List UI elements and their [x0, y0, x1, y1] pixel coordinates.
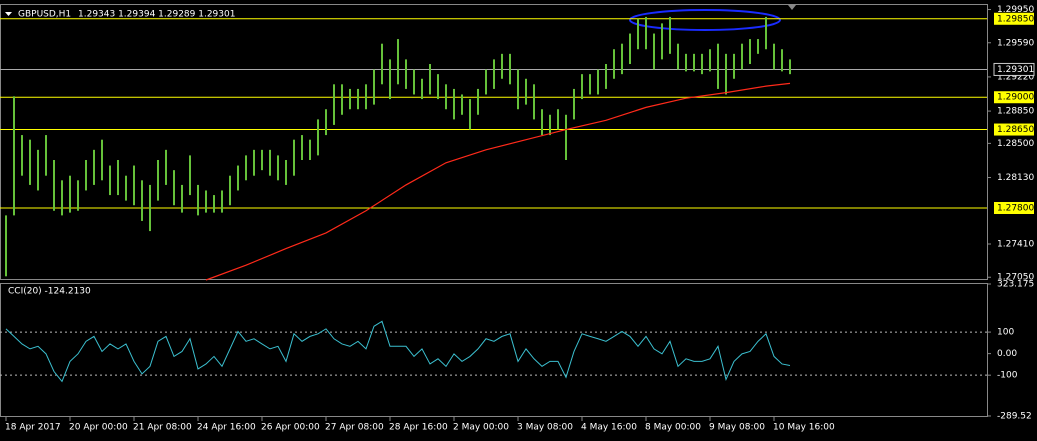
x-tick-label: 24 Apr 16:00	[197, 423, 256, 433]
current-price-bg	[993, 62, 1035, 76]
y-tick-label: 1.27410	[997, 240, 1034, 250]
y-tick-label: 1.27050	[997, 273, 1034, 283]
level-label: 1.27800	[997, 204, 1034, 214]
level-label: 1.29000	[997, 93, 1034, 103]
x-tick-label: 27 Apr 08:00	[325, 423, 384, 433]
shift-marker	[788, 5, 796, 10]
y-tick-label: -100	[997, 371, 1018, 381]
x-tick-label: 26 Apr 00:00	[261, 423, 320, 433]
x-tick-label: 21 Apr 08:00	[133, 423, 192, 433]
level-label: 1.28650	[997, 125, 1034, 135]
level-label-bg	[994, 91, 1034, 104]
cci-line	[5, 320, 791, 383]
y-tick-label: 1.29590	[997, 38, 1034, 48]
level-label-bg	[994, 202, 1034, 214]
symbol-title: GBPUSD,H1	[18, 10, 71, 20]
x-tick-label: 4 May 16:00	[581, 423, 637, 433]
y-tick-label: -289.52	[997, 412, 1032, 422]
y-tick-label: 1.28130	[997, 173, 1034, 183]
level-label-bg	[994, 123, 1034, 136]
cci-panel	[0, 283, 988, 417]
y-tick-label: 100	[997, 328, 1014, 338]
y-tick-label: 1.29950	[997, 5, 1034, 15]
x-tick-label: 9 May 08:00	[709, 423, 765, 433]
quote: 1.29343 1.29394 1.29289 1.29301	[78, 10, 235, 20]
y-tick-label: 1.28850	[997, 107, 1034, 117]
x-tick-label: 28 Apr 16:00	[389, 423, 448, 433]
menu-arrow[interactable]	[5, 12, 12, 16]
current-price-label: 1.29301	[997, 65, 1034, 75]
x-tick-label: 20 Apr 00:00	[69, 423, 128, 433]
x-tick-label: 10 May 16:00	[773, 423, 835, 433]
x-tick-label: 8 May 00:00	[645, 423, 701, 433]
y-tick-label: 1.29220	[997, 72, 1034, 82]
y-tick-label: 323.175	[997, 280, 1034, 290]
x-tick-label: 2 May 00:00	[453, 423, 509, 433]
x-tick-label: 18 Apr 2017	[5, 423, 61, 433]
moving-average	[205, 82, 791, 281]
y-tick-label: 1.28500	[997, 139, 1034, 149]
annotation-ellipse	[629, 9, 781, 31]
x-tick-label: 3 May 08:00	[517, 423, 573, 433]
level-label-bg	[994, 12, 1034, 25]
cci-title: CCI(20) -124.2130	[8, 287, 91, 297]
price-panel	[0, 4, 988, 280]
y-tick-label: 0.00	[997, 349, 1017, 359]
level-label: 1.29850	[997, 14, 1034, 24]
